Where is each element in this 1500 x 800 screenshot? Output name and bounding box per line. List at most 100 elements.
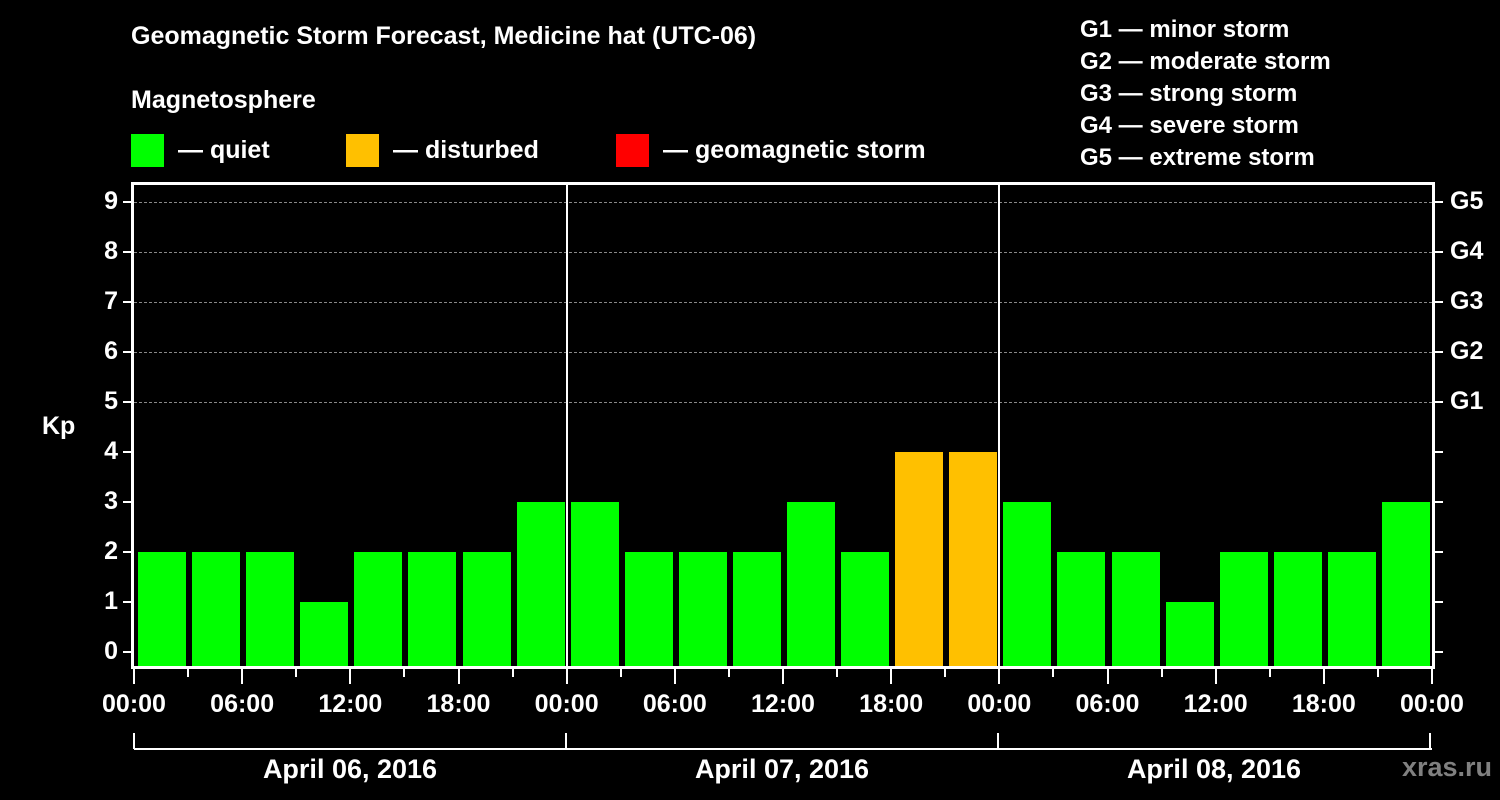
- date-bracket-tick: [997, 733, 999, 749]
- right-tick-mark: [1434, 551, 1443, 553]
- x-major-tick: [241, 668, 244, 684]
- g-scale-g4: G4 — severe storm: [1080, 112, 1299, 139]
- x-minor-tick: [403, 668, 406, 677]
- x-tick-label: 06:00: [1075, 690, 1140, 718]
- bar-quiet: [192, 552, 241, 667]
- bar-quiet: [462, 552, 511, 667]
- y-tick-mark: [123, 301, 132, 303]
- g-scale-g2: G2 — moderate storm: [1080, 48, 1331, 75]
- bar-quiet: [570, 502, 619, 667]
- x-tick-label: 00:00: [1400, 690, 1464, 718]
- x-tick-label: 18:00: [1291, 690, 1356, 718]
- gridline-kp-7: [134, 302, 1432, 303]
- right-tick-mark: [1434, 401, 1443, 403]
- plot-area: [131, 182, 1435, 669]
- bar-disturbed: [895, 452, 944, 667]
- x-minor-tick: [944, 668, 947, 677]
- y-tick-label: 5: [104, 387, 118, 415]
- bar-quiet: [1003, 502, 1052, 667]
- x-tick-label: 00:00: [967, 690, 1032, 718]
- legend-storm: — geomagnetic storm: [616, 134, 926, 167]
- gridline-kp-6: [134, 352, 1432, 353]
- y-axis-label: Kp: [42, 412, 76, 440]
- right-tick-mark: [1434, 651, 1443, 653]
- g-scale-g1: G1 — minor storm: [1080, 16, 1290, 43]
- date-label: April 06, 2016: [262, 754, 438, 784]
- right-tick-mark: [1434, 251, 1443, 253]
- bar-quiet: [1219, 552, 1268, 667]
- bar-quiet: [787, 502, 836, 667]
- right-tick-mark: [1434, 451, 1443, 453]
- y-tick-mark: [123, 351, 132, 353]
- x-minor-tick: [1160, 668, 1163, 677]
- g-scale-g3: G3 — strong storm: [1080, 80, 1298, 107]
- watermark: xras.ru: [1401, 752, 1492, 782]
- bar-quiet: [516, 502, 565, 667]
- y-tick-mark: [123, 551, 132, 553]
- y-tick-mark: [123, 451, 132, 453]
- right-tick-mark: [1434, 501, 1443, 503]
- bar-quiet: [1381, 502, 1430, 667]
- g-level-label: G4: [1450, 237, 1484, 265]
- gridline-kp-8: [134, 252, 1432, 253]
- y-tick-mark: [123, 601, 132, 603]
- legend-label-storm: — geomagnetic storm: [663, 136, 926, 164]
- x-tick-label: 00:00: [534, 690, 599, 718]
- x-minor-tick: [1052, 668, 1055, 677]
- gridline-kp-5: [134, 402, 1432, 403]
- chart-title: Geomagnetic Storm Forecast, Medicine hat…: [131, 22, 757, 50]
- x-tick-label: 06:00: [210, 690, 275, 718]
- x-major-tick: [457, 668, 460, 684]
- x-tick-label: 12:00: [1183, 690, 1248, 718]
- bar-quiet: [841, 552, 890, 667]
- y-tick-label: 7: [104, 287, 118, 315]
- x-major-tick: [133, 668, 135, 684]
- bar-quiet: [678, 552, 727, 667]
- bar-quiet: [246, 552, 295, 667]
- x-minor-tick: [619, 668, 622, 677]
- g-level-label: G5: [1450, 187, 1484, 215]
- bar-quiet: [408, 552, 457, 667]
- x-minor-tick: [1376, 668, 1379, 677]
- y-tick-label: 2: [104, 537, 118, 565]
- bar-quiet: [624, 552, 673, 667]
- y-tick-mark: [123, 501, 132, 503]
- y-tick-label: 3: [104, 487, 118, 515]
- bar-quiet: [1057, 552, 1106, 667]
- bar-quiet: [1111, 552, 1160, 667]
- date-label: April 07, 2016: [694, 754, 870, 784]
- x-minor-tick: [511, 668, 514, 677]
- y-tick-label: 8: [104, 237, 118, 265]
- g-scale-legend: G1 — minor storm G2 — moderate storm G3 …: [1080, 14, 1331, 174]
- x-major-tick: [998, 668, 1001, 684]
- date-bracket-tick: [565, 733, 567, 749]
- y-tick-label: 0: [104, 637, 118, 665]
- x-minor-tick: [836, 668, 839, 677]
- y-tick-mark: [123, 401, 132, 403]
- x-major-tick: [565, 668, 568, 684]
- x-major-tick: [1431, 668, 1433, 684]
- x-major-tick: [673, 668, 676, 684]
- y-tick-label: 9: [104, 187, 118, 215]
- legend-swatch-storm: [616, 134, 649, 167]
- day-divider: [566, 182, 568, 667]
- x-minor-tick: [727, 668, 730, 677]
- x-tick-label: 00:00: [102, 690, 166, 718]
- x-tick-label: 06:00: [642, 690, 707, 718]
- legend-label-quiet: — quiet: [178, 136, 270, 164]
- x-minor-tick: [295, 668, 298, 677]
- bar-quiet: [354, 552, 403, 667]
- right-tick-mark: [1434, 301, 1443, 303]
- y-tick-label: 4: [104, 437, 118, 465]
- y-tick-mark: [123, 251, 132, 253]
- bar-quiet: [138, 552, 187, 667]
- x-major-tick: [349, 668, 352, 684]
- g-level-label: G3: [1450, 287, 1484, 315]
- y-tick-mark: [123, 201, 132, 203]
- day-divider: [998, 182, 1000, 667]
- date-label: April 08, 2016: [1126, 754, 1302, 784]
- y-tick-label: 6: [104, 337, 118, 365]
- x-tick-label: 18:00: [426, 690, 491, 718]
- date-bracket-tick: [133, 733, 135, 749]
- right-tick-mark: [1434, 601, 1443, 603]
